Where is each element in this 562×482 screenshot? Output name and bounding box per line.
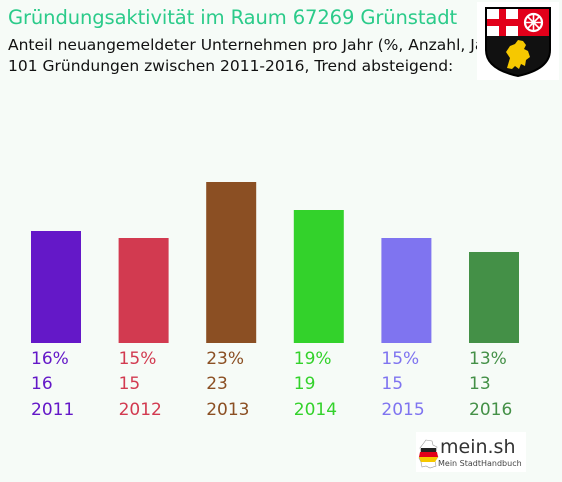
count-label-2014: 19 [294, 374, 316, 394]
count-label-2011: 16 [31, 374, 53, 394]
year-label-2015: 2015 [381, 400, 424, 420]
mein-sh-logo[interactable]: mein.sh Mein StadtHandbuch [416, 432, 526, 472]
chart-subtitle-line-2: 101 Gründungen zwischen 2011-2016, Trend… [8, 57, 454, 75]
percent-label-2016: 13% [469, 349, 507, 369]
logo-tagline: Mein StadtHandbuch [438, 459, 522, 468]
year-label-2012: 2012 [119, 400, 162, 420]
percent-label-2015: 15% [381, 349, 419, 369]
bar-2012 [118, 238, 169, 343]
percent-label-2011: 16% [31, 349, 69, 369]
chart-title: Gründungsaktivität im Raum 67269 Grünsta… [8, 6, 458, 29]
percent-label-2014: 19% [294, 349, 332, 369]
chart-subtitle-line-1: Anteil neuangemeldeter Unternehmen pro J… [8, 36, 507, 54]
year-label-2016: 2016 [469, 400, 512, 420]
count-label-2015: 15 [381, 374, 403, 394]
bar-2011 [31, 231, 81, 343]
count-label-2012: 15 [119, 374, 141, 394]
year-label-2011: 2011 [31, 400, 74, 420]
percent-label-2012: 15% [119, 349, 157, 369]
logo-name: mein.sh [440, 436, 516, 458]
year-label-2014: 2014 [294, 400, 337, 420]
coat-of-arms-icon [477, 2, 559, 80]
bar-2013 [206, 182, 257, 343]
bar-2014 [293, 210, 344, 343]
bar-2015 [381, 238, 432, 343]
count-label-2013: 23 [206, 374, 228, 394]
bar-2016 [469, 252, 519, 343]
germany-map-icon [418, 439, 439, 469]
percent-label-2013: 23% [206, 349, 244, 369]
count-label-2016: 13 [469, 374, 491, 394]
year-label-2013: 2013 [206, 400, 249, 420]
